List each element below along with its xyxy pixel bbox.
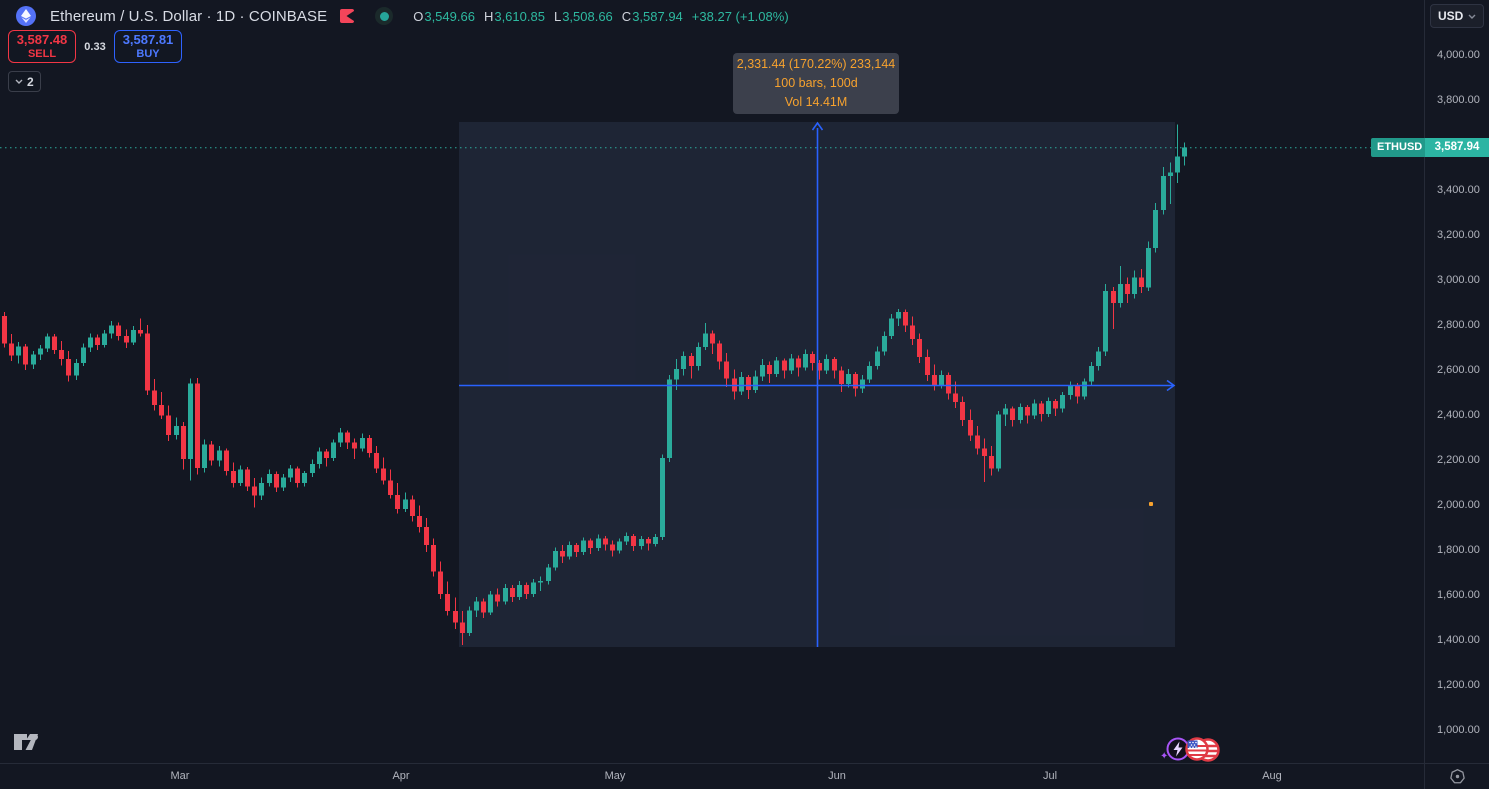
price-tick-label: 3,000.00 [1437, 274, 1480, 286]
chart-area[interactable] [0, 0, 1424, 763]
time-axis[interactable]: Mar Apr May Jun Jul Aug [0, 763, 1424, 789]
price-tick-label: 1,600.00 [1437, 589, 1480, 601]
trade-panel: 3,587.48 SELL 0.33 3,587.81 BUY [8, 30, 182, 63]
buy-price: 3,587.81 [122, 31, 174, 47]
currency-selector[interactable]: USD [1430, 4, 1484, 28]
measure-change: 2,331.44 (170.22%) 233,144 [736, 57, 896, 71]
chevron-down-icon [1468, 14, 1476, 19]
symbol-title[interactable]: Ethereum / U.S. Dollar · 1D · COINBASE [50, 7, 328, 25]
price-tick-label: 2,400.00 [1437, 409, 1480, 421]
price-tick-label: 3,800.00 [1437, 94, 1480, 106]
price-tick-label: 1,800.00 [1437, 544, 1480, 556]
price-tick-label: 1,400.00 [1437, 634, 1480, 646]
sell-price: 3,587.48 [16, 31, 68, 47]
drawing-anchor-dot [1149, 502, 1153, 506]
chevron-down-icon [15, 79, 23, 84]
measure-volume: Vol 14.41M [784, 95, 848, 109]
ethereum-logo-icon [16, 6, 36, 26]
collapse-panel-button[interactable]: 2 [8, 71, 41, 92]
price-tick-label: 2,000.00 [1437, 499, 1480, 511]
month-tick-label: Aug [1262, 770, 1282, 782]
us-flag-icon[interactable] [1185, 737, 1209, 761]
sparkle-icon: ✦ [1160, 751, 1169, 762]
close-value: 3,587.94 [632, 8, 683, 24]
month-tick-label: Apr [392, 770, 410, 782]
gear-icon[interactable] [1449, 768, 1466, 785]
price-tick-label: 2,600.00 [1437, 364, 1480, 376]
symbol-price-tag: ETHUSD [1371, 138, 1429, 157]
candlestick-chart[interactable] [0, 0, 1424, 763]
price-tick-label: 4,000.00 [1437, 49, 1480, 61]
ohlc-readout: O3,549.66 H3,610.85 L3,508.66 C3,587.94 … [413, 8, 789, 24]
price-tick-label: 1,000.00 [1437, 724, 1480, 736]
tradingview-logo[interactable] [12, 730, 44, 754]
measure-tooltip: 2,331.44 (170.22%) 233,144 100 bars, 100… [733, 53, 899, 114]
axis-settings-corner[interactable] [1424, 763, 1489, 789]
sell-button[interactable]: 3,587.48 SELL [8, 30, 76, 63]
price-tick-label: 2,200.00 [1437, 454, 1480, 466]
symbol-header: Ethereum / U.S. Dollar · 1D · COINBASE O… [16, 5, 789, 27]
month-tick-label: Jun [828, 770, 846, 782]
floating-icons: ✦ [1158, 735, 1224, 763]
spread-value: 0.33 [84, 40, 106, 53]
high-value: 3,610.85 [494, 8, 545, 24]
price-tick-label: 2,800.00 [1437, 319, 1480, 331]
price-tick-label: 1,200.00 [1437, 679, 1480, 691]
last-price-label: 3,587.94 [1425, 138, 1489, 157]
market-status-icon[interactable] [375, 7, 394, 25]
price-axis[interactable]: 4,000.003,800.003,600.003,400.003,200.00… [1424, 0, 1489, 763]
buy-button[interactable]: 3,587.81 BUY [114, 30, 182, 63]
broker-logo-icon [339, 8, 355, 24]
low-value: 3,508.66 [562, 8, 613, 24]
price-tick-label: 3,200.00 [1437, 229, 1480, 241]
open-value: 3,549.66 [424, 8, 475, 24]
candles [2, 124, 1187, 645]
month-tick-label: May [604, 770, 626, 782]
measure-bars: 100 bars, 100d [774, 76, 858, 90]
price-tick-label: 3,400.00 [1437, 184, 1480, 196]
change-value: +38.27 (+1.08%) [691, 8, 789, 24]
month-tick-label: Mar [170, 770, 190, 782]
measure-arrows [459, 121, 1176, 647]
month-tick-label: Jul [1042, 770, 1058, 782]
